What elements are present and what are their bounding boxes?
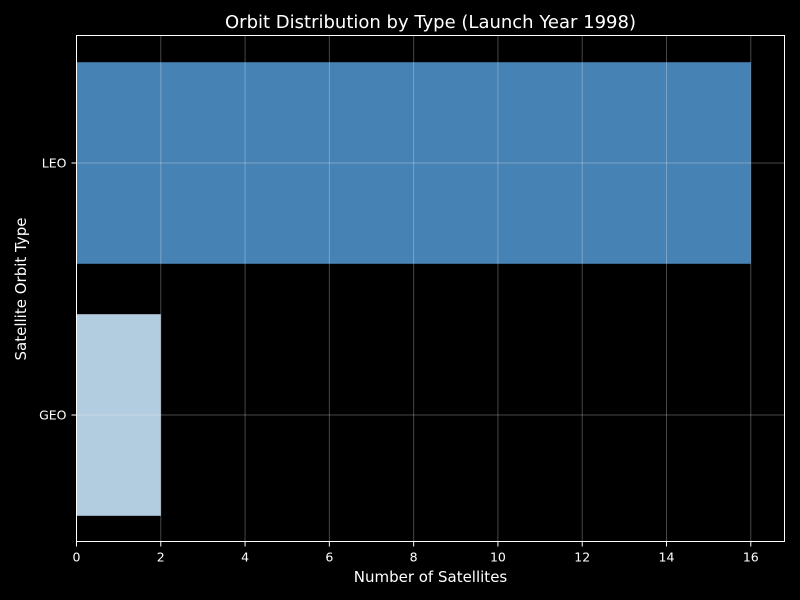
grid-overlay	[76, 35, 785, 542]
x-tick-label: 10	[490, 550, 506, 565]
y-tick-label-leo: LEO	[42, 156, 67, 171]
x-tick-label: 4	[241, 550, 249, 565]
y-axis-ticks: GEO LEO	[39, 156, 77, 423]
x-tick-label: 6	[325, 550, 333, 565]
x-tick-label: 14	[659, 550, 675, 565]
chart-title: Orbit Distribution by Type (Launch Year …	[225, 12, 636, 33]
plot-frame	[76, 35, 785, 542]
y-axis-label: Satellite Orbit Type	[12, 218, 30, 361]
bar-geo	[76, 314, 161, 516]
y-tick-label-geo: GEO	[39, 408, 67, 423]
x-tick-label: 12	[574, 550, 590, 565]
x-tick-label: 0	[73, 550, 81, 565]
x-tick-label: 8	[410, 550, 418, 565]
bar-leo	[76, 62, 751, 264]
x-tick-label: 2	[157, 550, 165, 565]
x-axis-label: Number of Satellites	[354, 568, 508, 586]
x-axis-ticks: 0 2 4 6 8 10 12 14 16	[73, 541, 759, 565]
x-tick-label: 16	[743, 550, 759, 565]
bars	[76, 62, 751, 516]
